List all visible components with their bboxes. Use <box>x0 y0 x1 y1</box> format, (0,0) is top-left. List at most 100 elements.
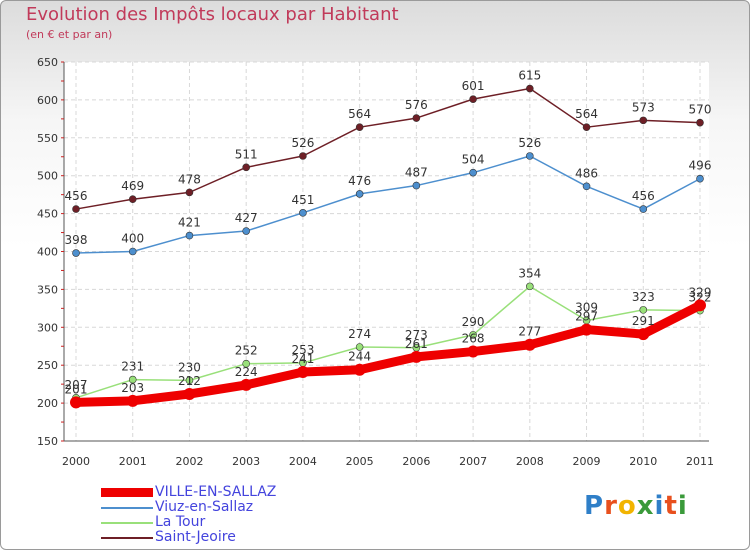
y-tick-label: 300 <box>37 321 58 334</box>
legend-swatch <box>101 507 153 509</box>
legend-swatch <box>101 537 153 539</box>
data-label-viuz-en-sallaz: 487 <box>405 166 428 180</box>
series-line-la-tour <box>75 285 701 399</box>
data-point-saint-jeoire <box>185 188 194 197</box>
data-point-saint-jeoire <box>128 195 137 203</box>
x-tick-label: 2007 <box>459 455 487 468</box>
data-point-saint-jeoire <box>696 118 704 127</box>
y-tick-label: 600 <box>37 94 58 107</box>
data-label-ville-en-sallaz: 261 <box>405 337 428 351</box>
data-point-saint-jeoire <box>582 123 591 131</box>
y-tick-label: 250 <box>37 359 58 372</box>
data-label-la-tour: 231 <box>121 360 144 374</box>
data-point-ville-en-sallaz <box>240 378 253 391</box>
y-tick-label: 550 <box>37 132 58 145</box>
data-label-la-tour: 230 <box>178 360 201 374</box>
data-point-viuz-en-sallaz <box>299 209 307 217</box>
x-tick-label: 2005 <box>346 455 374 468</box>
data-point-la-tour <box>526 282 534 291</box>
data-point-saint-jeoire <box>526 84 534 93</box>
data-label-ville-en-sallaz: 224 <box>235 365 258 379</box>
data-label-saint-jeoire: 511 <box>235 147 258 161</box>
data-point-la-tour <box>639 306 648 314</box>
data-label-la-tour: 323 <box>632 290 655 304</box>
data-point-viuz-en-sallaz <box>469 168 477 177</box>
data-label-viuz-en-sallaz: 427 <box>235 211 258 225</box>
data-point-ville-en-sallaz <box>70 396 82 409</box>
data-label-ville-en-sallaz: 203 <box>121 381 144 395</box>
data-label-la-tour: 290 <box>462 315 485 329</box>
data-label-la-tour: 309 <box>575 300 598 314</box>
data-label-saint-jeoire: 526 <box>291 136 314 150</box>
data-point-viuz-en-sallaz <box>72 249 80 257</box>
data-label-ville-en-sallaz: 244 <box>348 350 371 364</box>
data-label-saint-jeoire: 469 <box>121 179 144 193</box>
data-label-viuz-en-sallaz: 400 <box>121 232 144 246</box>
data-point-la-tour <box>185 376 194 385</box>
data-label-ville-en-sallaz: 241 <box>291 352 314 366</box>
data-point-saint-jeoire <box>355 123 364 131</box>
series-line-ville-en-sallaz <box>71 300 705 407</box>
data-label-saint-jeoire: 573 <box>632 100 655 114</box>
x-tick-label: 2002 <box>175 455 203 468</box>
data-label-la-tour: 322 <box>689 291 712 305</box>
data-label-saint-jeoire: 456 <box>65 189 88 203</box>
data-label-saint-jeoire: 576 <box>405 98 428 112</box>
series-line-viuz-en-sallaz <box>75 155 701 254</box>
data-label-viuz-en-sallaz: 504 <box>462 153 485 167</box>
y-tick-label: 650 <box>37 56 58 69</box>
legend-label: VILLE-EN-SALLAZ <box>155 484 277 500</box>
data-point-saint-jeoire <box>72 205 80 213</box>
data-label-la-tour: 253 <box>291 343 314 357</box>
legend-label: Viuz-en-Sallaz <box>155 499 254 515</box>
legend-swatch <box>101 488 153 497</box>
legend-label: Saint-Jeoire <box>155 529 236 545</box>
data-point-ville-en-sallaz <box>353 363 366 376</box>
data-label-viuz-en-sallaz: 526 <box>518 136 541 150</box>
series-line-saint-jeoire <box>75 87 701 210</box>
data-label-ville-en-sallaz: 291 <box>632 314 655 328</box>
data-label-saint-jeoire: 601 <box>462 79 485 93</box>
data-point-saint-jeoire <box>299 152 307 160</box>
y-tick-label: 400 <box>37 246 58 259</box>
data-label-saint-jeoire: 478 <box>178 172 201 186</box>
x-tick-label: 2008 <box>516 455 544 468</box>
x-tick-label: 2001 <box>119 455 147 468</box>
y-tick-label: 150 <box>37 435 58 448</box>
data-point-saint-jeoire <box>639 116 648 125</box>
data-point-ville-en-sallaz <box>467 345 480 358</box>
data-point-ville-en-sallaz <box>523 338 536 351</box>
data-point-ville-en-sallaz <box>296 366 309 379</box>
data-point-viuz-en-sallaz <box>355 190 364 198</box>
data-label-viuz-en-sallaz: 456 <box>632 189 655 203</box>
data-label-saint-jeoire: 564 <box>348 107 371 121</box>
data-label-ville-en-sallaz: 277 <box>518 325 541 339</box>
data-point-ville-en-sallaz <box>694 299 706 312</box>
data-label-viuz-en-sallaz: 451 <box>291 193 314 207</box>
data-label-viuz-en-sallaz: 486 <box>575 166 598 180</box>
data-point-saint-jeoire <box>242 163 250 172</box>
data-label-la-tour: 252 <box>235 344 258 358</box>
data-label-la-tour: 207 <box>65 378 88 392</box>
data-point-la-tour <box>128 375 137 384</box>
data-point-viuz-en-sallaz <box>639 205 648 213</box>
legend-label: La Tour <box>155 514 206 530</box>
data-label-la-tour: 274 <box>348 327 371 341</box>
data-label-la-tour: 273 <box>405 328 428 342</box>
data-point-ville-en-sallaz <box>637 328 650 341</box>
data-label-ville-en-sallaz: 297 <box>575 310 598 324</box>
data-point-viuz-en-sallaz <box>526 152 534 160</box>
data-point-viuz-en-sallaz <box>412 181 421 190</box>
data-point-saint-jeoire <box>469 95 477 103</box>
data-label-saint-jeoire: 570 <box>689 103 712 117</box>
proxiti-logo: Proxiti <box>584 491 688 521</box>
data-point-viuz-en-sallaz <box>185 231 194 240</box>
x-tick-label: 2004 <box>289 455 317 468</box>
data-point-viuz-en-sallaz <box>696 174 704 183</box>
data-point-la-tour <box>242 359 250 368</box>
y-tick-label: 500 <box>37 170 58 183</box>
x-tick-label: 2006 <box>402 455 430 468</box>
data-point-viuz-en-sallaz <box>242 227 250 235</box>
